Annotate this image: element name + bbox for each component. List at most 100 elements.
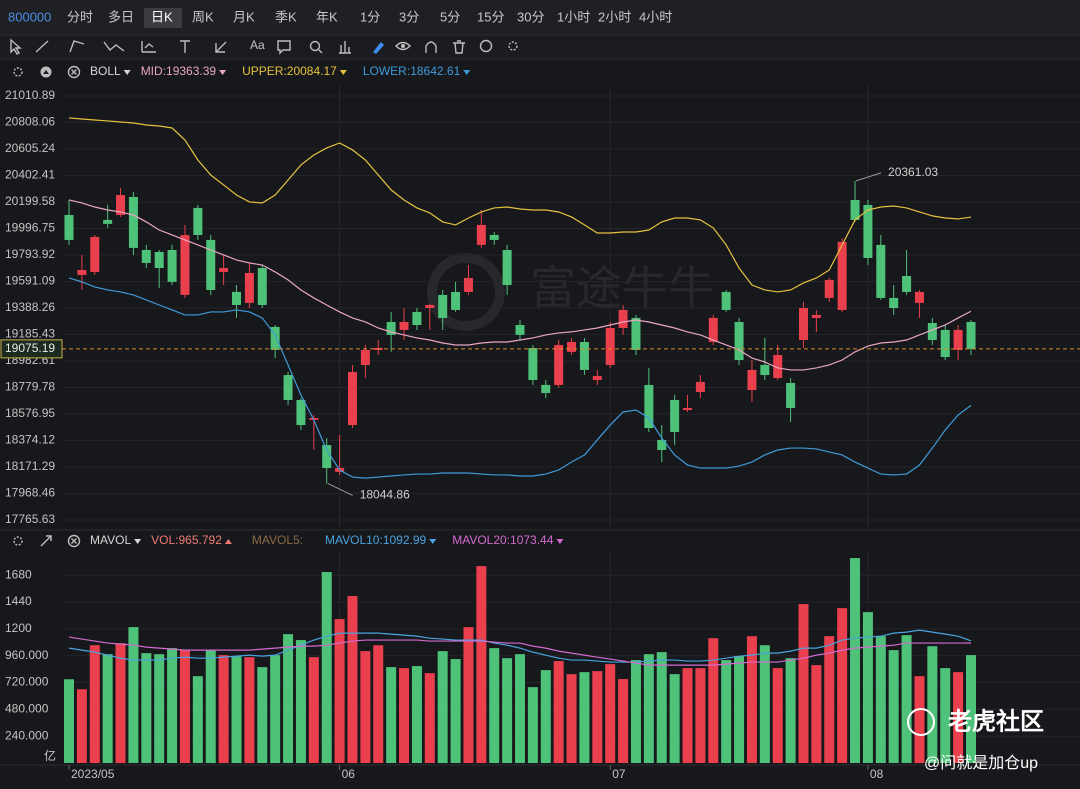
annotation-leader	[327, 483, 353, 496]
volume-bar	[244, 657, 255, 763]
period-tab[interactable]: 2小时	[598, 9, 631, 24]
period-tab[interactable]: 多日	[108, 9, 134, 24]
candle-body	[463, 277, 473, 292]
cursor-tool[interactable]	[10, 38, 22, 55]
candle-body	[554, 344, 564, 385]
symbol[interactable]: 800000	[8, 9, 51, 24]
legend-entry: VOL:965.792	[151, 533, 222, 547]
indicator-name-part: MAVOL	[90, 533, 131, 547]
indicator-close[interactable]	[67, 65, 81, 79]
period-tab[interactable]: 5分	[440, 9, 460, 24]
mavol-header-icons	[13, 534, 81, 548]
volume-bar	[154, 654, 165, 763]
period-tab[interactable]: 月K	[233, 9, 255, 24]
magnet-tool[interactable]	[425, 41, 437, 53]
volume-bar	[734, 656, 745, 763]
boll-header-icons	[13, 65, 81, 79]
wave-tool[interactable]	[103, 41, 125, 52]
arrow-tool[interactable]	[215, 41, 227, 53]
line-tool[interactable]	[35, 40, 49, 53]
drawing-tools: Aa	[10, 38, 518, 55]
period-tab[interactable]: 1分	[360, 9, 380, 24]
period-tab[interactable]: 15分	[477, 9, 504, 24]
credit-logo	[907, 708, 935, 736]
y-tick-label: 17765.63	[5, 512, 55, 526]
candle-body	[902, 275, 912, 292]
period-tab[interactable]: 季K	[275, 9, 297, 24]
comment-tool[interactable]	[277, 40, 291, 55]
indicator-expand[interactable]	[40, 535, 52, 547]
candle-body	[824, 279, 834, 298]
bars-tool[interactable]	[339, 41, 351, 54]
volume-bar	[463, 627, 474, 763]
volume-bar	[592, 671, 603, 763]
low-annotation: 18044.86	[360, 488, 410, 502]
period-tab[interactable]: 周K	[192, 9, 214, 24]
channel-tool[interactable]	[69, 40, 85, 53]
candle-body	[850, 199, 860, 220]
indicator-toggle-arrow	[43, 70, 49, 74]
candle-body	[64, 214, 74, 240]
y-tick-label: 1680	[5, 567, 32, 581]
period-tab[interactable]: 3分	[399, 9, 419, 24]
volume-bar	[450, 659, 461, 763]
y-tick-label: 20199.58	[5, 194, 55, 208]
indicator-settings[interactable]	[13, 536, 23, 546]
volume-bar	[721, 660, 732, 763]
volume-bar	[875, 636, 886, 763]
indicator-close[interactable]	[67, 534, 81, 548]
period-tab[interactable]: 日K	[151, 9, 173, 24]
volume-bar	[295, 640, 306, 763]
volume-bar	[437, 651, 448, 763]
y-tick-label: 18374.12	[5, 433, 55, 447]
volume-bar	[966, 655, 976, 763]
annotation-leader	[855, 172, 882, 182]
period-tab[interactable]: 分时	[67, 9, 93, 24]
measure-tool[interactable]	[180, 40, 190, 53]
volume-bar	[618, 679, 629, 763]
zoom-tool[interactable]	[309, 40, 321, 52]
period-tab[interactable]: 1小时	[557, 9, 590, 24]
fib-tool[interactable]	[141, 41, 156, 53]
volume-bar	[682, 668, 693, 763]
settings-tool[interactable]	[508, 41, 518, 51]
candle-body	[347, 371, 357, 426]
candle-body	[515, 324, 525, 335]
legend-entry-part: 19363.39	[166, 64, 216, 78]
period-tab[interactable]: 30分	[517, 9, 544, 24]
indicator-settings[interactable]	[13, 67, 23, 77]
period-tab[interactable]: 年K	[316, 9, 338, 24]
volume-bar	[553, 661, 564, 763]
candle-body	[644, 384, 654, 429]
candle-body	[270, 326, 280, 350]
candle-body	[141, 249, 151, 263]
volume-bar	[798, 604, 809, 763]
candle-body	[837, 241, 847, 310]
volume-bar	[102, 654, 113, 763]
x-tick-label: 06	[342, 767, 356, 781]
visibility-tool[interactable]	[395, 41, 411, 51]
volume-bar	[850, 558, 861, 763]
candle-body	[889, 297, 899, 309]
volume-bar	[231, 656, 242, 763]
volume-bar	[89, 645, 100, 763]
candle-body	[953, 329, 963, 350]
pen-tool[interactable]	[373, 42, 384, 54]
sync-tool[interactable]	[479, 39, 493, 53]
delete-tool[interactable]	[453, 40, 465, 54]
candle-body	[592, 376, 602, 380]
candle-body	[605, 327, 615, 365]
y-tick-label: 960.000	[5, 648, 49, 662]
candle-body	[747, 369, 757, 391]
legend-entry-arrow	[339, 70, 347, 75]
indicator-close-x	[71, 69, 77, 75]
y-tick-label: 20605.24	[5, 141, 55, 155]
text-tool[interactable]: Aa	[250, 38, 265, 52]
legend-entry: MID:19363.39	[141, 64, 217, 78]
volume-bar	[179, 650, 190, 763]
candle-body	[773, 355, 783, 379]
period-tab[interactable]: 4小时	[639, 9, 672, 24]
legend-entry-part: 18642.61	[410, 64, 460, 78]
candle-body	[683, 407, 693, 411]
